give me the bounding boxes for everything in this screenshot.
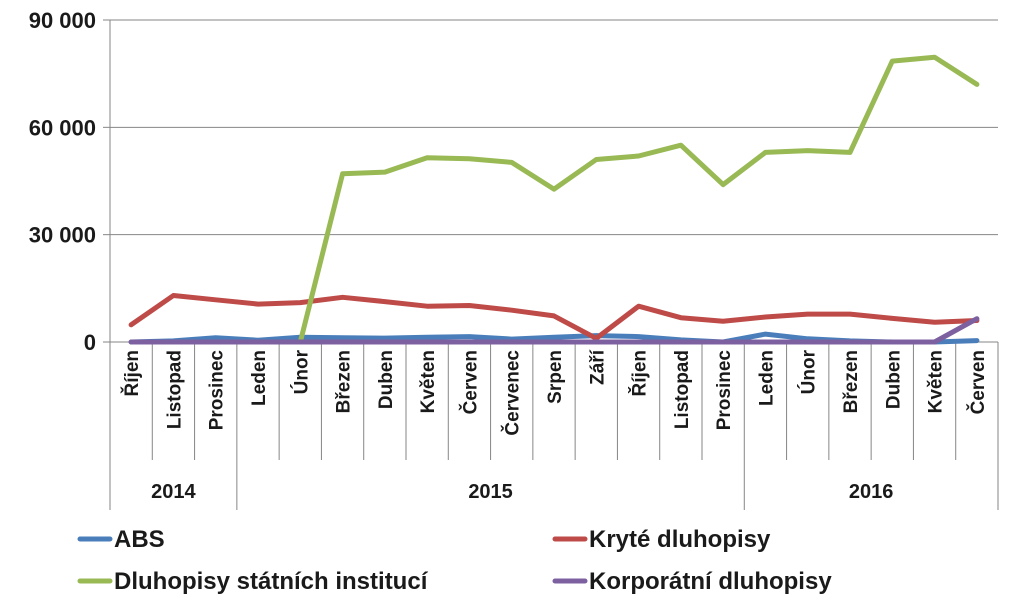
x-tick-label: Prosinec	[714, 350, 735, 431]
x-tick-label: Červenec	[502, 350, 524, 436]
x-tick-label: Únor	[290, 349, 312, 394]
x-tick-label: Květen	[926, 350, 947, 413]
y-tick-label: 30 000	[29, 223, 96, 248]
x-tick-label: Listopad	[164, 350, 185, 429]
legend: ABS Kryté dluhopisy Dluhopisy státních ins…	[77, 526, 832, 595]
x-tick-label: Říjen	[629, 350, 651, 396]
x-tick-label: Srpen	[545, 350, 566, 404]
x-tick-label: Květen	[418, 350, 439, 413]
x-year-label: 2016	[849, 481, 894, 503]
x-tick-label: Červen	[459, 350, 481, 414]
y-axis-ticks: 0 30 000 60 000 90 000	[29, 8, 110, 355]
x-axis: Říjen Listopad Prosinec Leden Únor Březen Dube…	[109, 20, 999, 510]
series-line	[128, 293, 980, 341]
legend-label: Kryté dluhopisy	[589, 526, 771, 553]
series-line	[297, 54, 980, 345]
x-tick-label: Červen	[967, 350, 989, 414]
x-tick-label: Leden	[756, 350, 777, 406]
x-tick-label: Listopad	[672, 350, 693, 429]
x-year-label: 2015	[468, 481, 513, 503]
x-tick-label: Září	[587, 349, 608, 385]
x-tick-label: Říjen	[121, 350, 143, 396]
x-tick-label: Duben	[376, 350, 397, 409]
x-tick-label: Prosinec	[207, 350, 228, 431]
y-tick-label: 90 000	[29, 8, 96, 33]
x-tick-label: Březen	[334, 350, 355, 413]
x-tick-label: Březen	[841, 350, 862, 413]
legend-label: Dluhopisy státních institucí	[114, 568, 429, 595]
data-series	[128, 54, 980, 345]
y-tick-label: 0	[84, 330, 96, 355]
y-tick-label: 60 000	[29, 115, 96, 140]
x-tick-label: Únor	[798, 349, 820, 394]
gridlines	[110, 19, 998, 236]
legend-label: ABS	[114, 526, 165, 553]
series-line	[128, 316, 980, 345]
legend-label: Korporátní dluhopisy	[589, 568, 832, 595]
x-tick-label: Duben	[883, 350, 904, 409]
x-tick-label: Leden	[249, 350, 270, 406]
x-year-label: 2014	[151, 481, 196, 503]
